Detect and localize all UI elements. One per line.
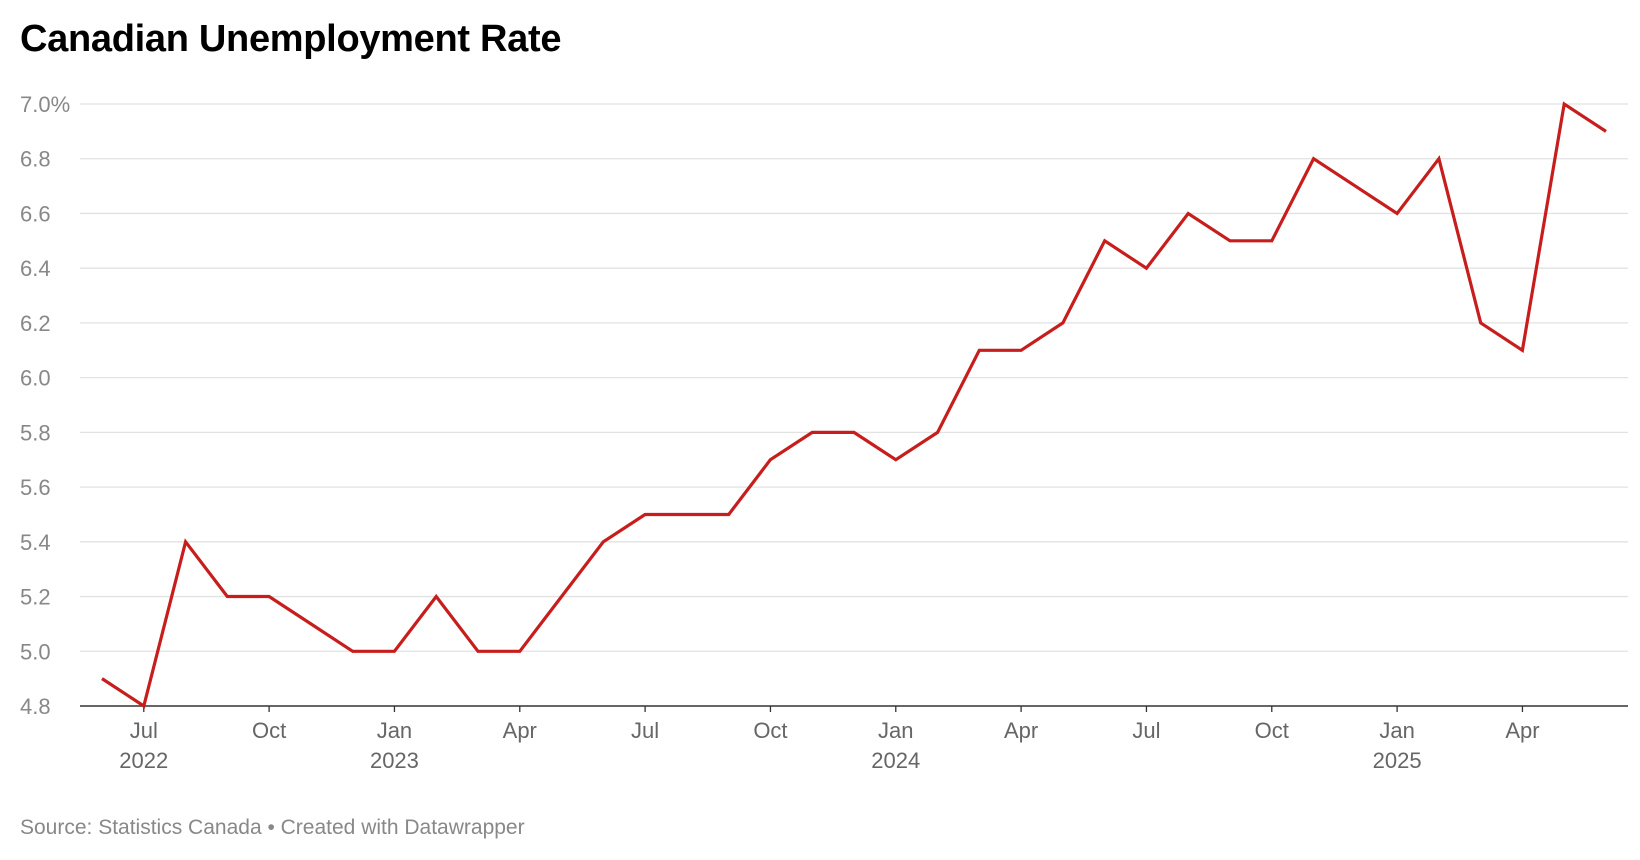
series-line [101, 101, 1607, 709]
y-tick-label: 5.4 [20, 530, 51, 555]
x-tick-label: Jul [631, 718, 659, 743]
x-tick-label: Jan [878, 718, 913, 743]
data-point [977, 348, 981, 352]
data-point [225, 595, 229, 599]
data-point [685, 512, 689, 516]
x-tick-label: Apr [503, 718, 537, 743]
x-tick-year-label: 2024 [871, 748, 920, 773]
data-point [1520, 348, 1524, 352]
data-point [1019, 348, 1023, 352]
data-point [184, 540, 188, 544]
chart-title: Canadian Unemployment Rate [20, 18, 562, 60]
source-note: Source: Statistics Canada • Created with… [20, 816, 525, 839]
y-tick-label: 6.2 [20, 311, 51, 336]
x-tick-label: Apr [1004, 718, 1038, 743]
x-tick-label: Jan [1379, 718, 1414, 743]
y-tick-label: 5.0 [20, 639, 51, 664]
data-point [1395, 211, 1399, 215]
data-point [1437, 157, 1441, 161]
series-layer [100, 101, 1608, 709]
y-tick-label: 5.6 [20, 475, 51, 500]
x-tick-label: Apr [1505, 718, 1539, 743]
data-point [1562, 102, 1566, 106]
x-tick-label: Oct [1255, 718, 1289, 743]
y-tick-label: 6.4 [20, 256, 51, 281]
data-point [267, 595, 271, 599]
x-tick-year-label: 2025 [1373, 748, 1422, 773]
y-tick-label: 6.0 [20, 366, 51, 391]
data-point [643, 512, 647, 516]
data-point [727, 512, 731, 516]
data-point [768, 458, 772, 462]
y-tick-label: 6.6 [20, 201, 51, 226]
y-tick-label: 5.2 [20, 585, 51, 610]
x-tick-label: Jul [1132, 718, 1160, 743]
y-tick-label: 7.0% [20, 92, 70, 117]
x-tick-year-label: 2023 [370, 748, 419, 773]
y-axis-labels: 7.0% 6.8 6.6 6.4 6.2 6.0 5.8 5.6 5.4 5.2 5.0 4.8 [20, 92, 70, 719]
grid-layer [80, 103, 1628, 707]
data-point [518, 649, 522, 653]
data-point [1604, 129, 1608, 133]
x-tick-year-label: 2022 [119, 748, 168, 773]
y-tick-label: 5.8 [20, 420, 51, 445]
data-point [1186, 211, 1190, 215]
x-tick-label: Jul [130, 718, 158, 743]
data-point [351, 649, 355, 653]
y-tick-label: 4.8 [20, 694, 51, 719]
y-tick-label: 6.8 [20, 147, 51, 172]
data-point [894, 458, 898, 462]
x-tick-label: Jan [377, 718, 412, 743]
data-point [309, 622, 313, 626]
data-point [392, 649, 396, 653]
data-point [1270, 239, 1274, 243]
data-point [1061, 321, 1065, 325]
data-point [1353, 184, 1357, 188]
data-point [434, 595, 438, 599]
x-tick-label: Oct [753, 718, 787, 743]
data-point [601, 540, 605, 544]
data-point [936, 430, 940, 434]
x-tick-label: Oct [252, 718, 286, 743]
data-point [560, 595, 564, 599]
data-point [852, 430, 856, 434]
data-point [1144, 266, 1148, 270]
data-point [476, 649, 480, 653]
x-axis-labels: Jul 2022 Oct Jan 2023 Apr Jul Oct Jan 2024 Apr Jul O… [119, 706, 1540, 773]
data-point [100, 677, 104, 681]
data-point [1312, 157, 1316, 161]
data-point [810, 430, 814, 434]
data-point [1103, 239, 1107, 243]
data-point [142, 704, 146, 708]
data-point [1479, 321, 1483, 325]
data-point [1228, 239, 1232, 243]
